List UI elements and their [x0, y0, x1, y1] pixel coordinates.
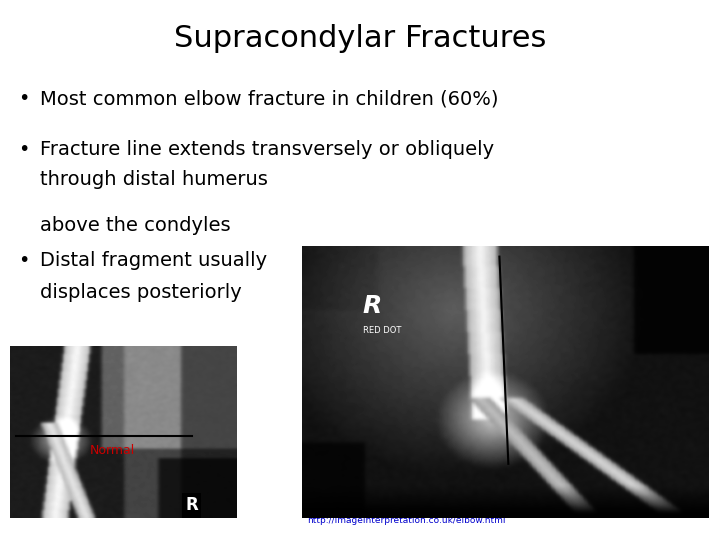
Text: •: • — [18, 89, 30, 108]
Text: through distal humerus: through distal humerus — [40, 170, 267, 189]
Text: •: • — [18, 140, 30, 159]
Text: R: R — [363, 294, 382, 318]
Text: Supracondylar Fractures: Supracondylar Fractures — [174, 24, 546, 53]
Text: displaces posteriorly: displaces posteriorly — [40, 284, 241, 302]
Text: R: R — [185, 496, 198, 515]
Text: Normal: Normal — [89, 443, 135, 457]
Text: RED DOT: RED DOT — [364, 326, 402, 335]
Text: Fracture line extends transversely or obliquely: Fracture line extends transversely or ob… — [40, 140, 494, 159]
Text: Most common elbow fracture in children (60%): Most common elbow fracture in children (… — [40, 89, 498, 108]
Text: http://imageinterpretation.co.uk/elbow.html: http://imageinterpretation.co.uk/elbow.h… — [307, 516, 506, 525]
Text: above the condyles: above the condyles — [40, 216, 230, 235]
Text: •: • — [18, 251, 30, 270]
Text: Distal fragment usually: Distal fragment usually — [40, 251, 266, 270]
